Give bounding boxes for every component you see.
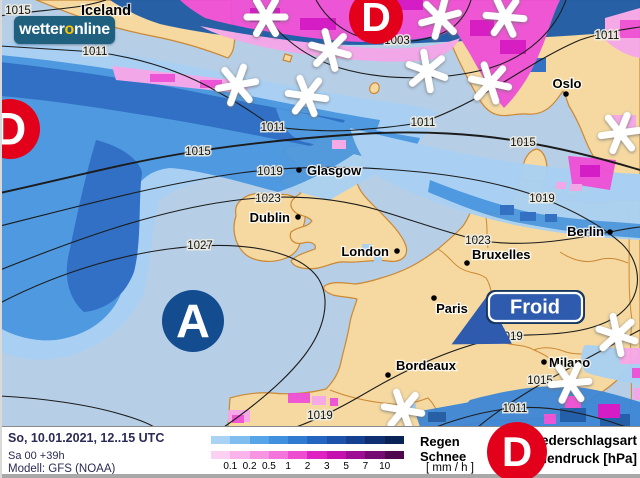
isobar-label: 1011 — [83, 46, 108, 58]
pressure-symbols: D D A — [0, 0, 403, 352]
land-shetland — [369, 82, 380, 95]
isobar-label: 1023 — [465, 235, 491, 247]
city-label: Milano — [549, 355, 590, 370]
run-offset-label: Sa 00 +39h — [8, 450, 65, 462]
scale-tick-label: 0.5 — [261, 461, 276, 472]
city-label: Bruxelles — [472, 247, 531, 262]
rain-scale-segment — [288, 436, 308, 444]
snow-label: Schnee — [420, 449, 467, 464]
isobar-label: 1015 — [185, 146, 211, 158]
snow-scale-segment — [211, 451, 231, 459]
city-dot — [563, 91, 569, 97]
scale-tick-label: 7 — [362, 461, 369, 472]
isobar-label: 1027 — [187, 240, 213, 252]
logo-text-nline: nline — [73, 21, 110, 38]
isobar-label: 1011 — [411, 117, 436, 129]
snow-scale-segment — [268, 451, 289, 459]
logo-text-wetter: wetter — [19, 21, 65, 38]
snow-color-scale — [211, 451, 404, 459]
snow-scale-segment — [230, 451, 250, 459]
low-pressure-letter: D — [361, 0, 391, 40]
rain-scale-segment — [230, 436, 250, 444]
bottom-strip — [0, 474, 640, 478]
city-label: Paris — [436, 301, 468, 316]
scale-tick-label: 0.2 — [242, 461, 257, 472]
scale-tick-label: 0.1 — [223, 461, 238, 472]
rain-scale-segment — [346, 436, 366, 444]
scale-tick-label: 3 — [324, 461, 330, 472]
scale-tick-label: 5 — [343, 461, 349, 472]
city-dot — [541, 359, 547, 365]
city-label: Oslo — [553, 76, 582, 91]
city-dot — [385, 372, 391, 378]
snow-scale-segment — [288, 451, 308, 459]
low-pressure-symbol: D — [487, 422, 547, 478]
high-pressure-circle — [162, 290, 224, 352]
city-dot — [607, 229, 613, 235]
model-label: Modell: GFS (NOAA) — [8, 463, 116, 475]
city-dot — [394, 248, 400, 254]
logo-text-o: o — [64, 21, 75, 38]
snow-scale-segment — [307, 451, 327, 459]
rain-scale-segment — [384, 436, 404, 444]
snow-scale-segment — [326, 451, 347, 459]
snow-scale-segment — [346, 451, 366, 459]
isobar-label: 1019 — [529, 193, 555, 205]
valid-time-label: So, 10.01.2021, 12..15 UTC — [8, 431, 165, 445]
rain-scale-segment — [268, 436, 289, 444]
rain-scale-segment — [307, 436, 327, 444]
isobar-label: 1023 — [255, 193, 281, 205]
scale-tick-label: 10 — [379, 461, 391, 472]
low-pressure-letter: D — [0, 104, 26, 155]
land-ireland — [233, 192, 306, 262]
isobar-label: 1011 — [503, 403, 528, 415]
unit-label: [ mm / h ] — [426, 462, 474, 474]
isobar-label: 1019 — [497, 331, 523, 343]
cold-air-label: Froid — [510, 296, 560, 318]
snow-scale-segment — [384, 451, 404, 459]
country-label: Iceland — [81, 3, 131, 19]
wetteronline-logo[interactable]: wetter o nline — [14, 16, 115, 44]
rain-scale-segment — [249, 436, 269, 444]
precip-type-label: Niederschlagsart — [527, 433, 637, 448]
rain-label: Regen — [420, 434, 460, 449]
isobar-label: 1015 — [510, 137, 536, 149]
left-border — [0, 0, 2, 478]
rain-scale-segment — [211, 436, 231, 444]
low-pressure-circle — [349, 0, 403, 44]
isobar-label: 1019 — [257, 166, 283, 178]
rain-scale-segment — [365, 436, 385, 444]
rain-color-scale — [211, 436, 404, 444]
scale-tick-label: 2 — [304, 461, 311, 472]
high-pressure-letter: A — [176, 295, 210, 348]
cold-air-annotation: Froid — [451, 290, 585, 345]
city-label: Berlin — [567, 224, 604, 239]
pressure-label: Bodendruck [hPa] — [520, 451, 637, 466]
city-label: London — [341, 244, 389, 259]
city-dot — [295, 214, 301, 220]
isobar-label: 1011 — [261, 122, 286, 134]
city-dot — [464, 260, 470, 266]
isobar-label: 1019 — [307, 410, 333, 422]
rain-scale-segment — [326, 436, 347, 444]
city-dot — [431, 295, 437, 301]
city-dot — [296, 167, 302, 173]
city-label: Glasgow — [307, 163, 362, 178]
isobar-label: 1015 — [527, 375, 553, 387]
isobar-label: 1015 — [5, 5, 31, 17]
snow-scale-segment — [365, 451, 385, 459]
land-faroe — [282, 53, 293, 63]
low-pressure-circle — [0, 99, 40, 159]
city-label: Bordeaux — [396, 358, 457, 373]
snow-scale-segment — [249, 451, 269, 459]
city-label: Dublin — [250, 210, 290, 225]
scale-tick-label: 1 — [285, 461, 291, 472]
isobar-label: 1011 — [595, 30, 620, 42]
isobars — [0, 0, 640, 427]
